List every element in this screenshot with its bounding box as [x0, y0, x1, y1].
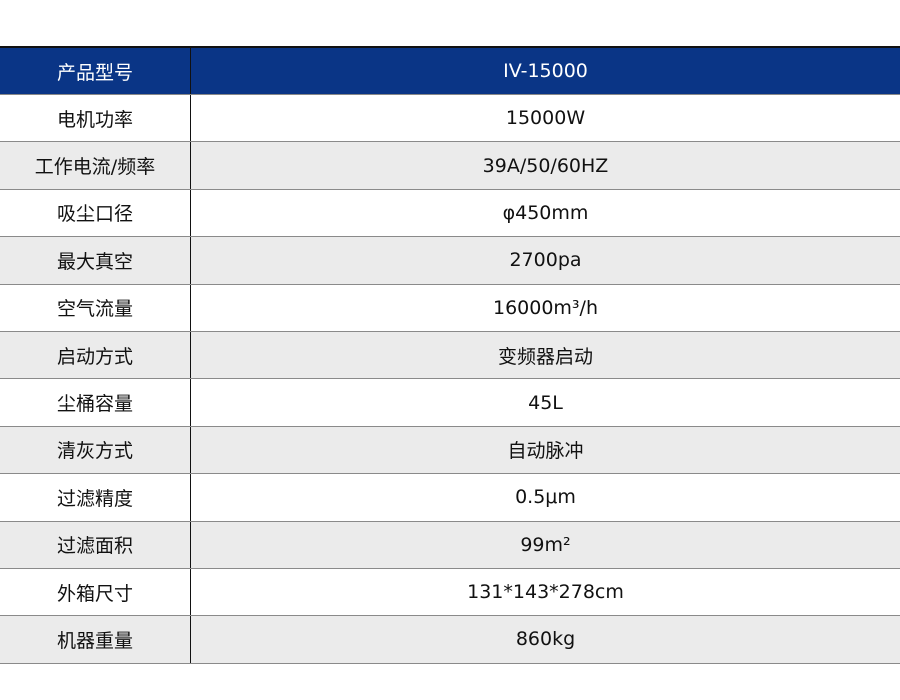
- row-label: 最大真空: [0, 236, 191, 285]
- row-label: 工作电流/频率: [0, 141, 191, 190]
- row-label: 过滤精度: [0, 473, 191, 522]
- row-label: 过滤面积: [0, 521, 191, 569]
- row-value: 39A/50/60HZ: [190, 141, 900, 190]
- row-value: 860kg: [190, 615, 900, 664]
- table-row: 过滤面积 99m²: [0, 521, 900, 569]
- row-label: 电机功率: [0, 94, 191, 143]
- table-row: 尘桶容量 45L: [0, 378, 900, 427]
- row-label: 外箱尺寸: [0, 568, 191, 617]
- table-row: 工作电流/频率 39A/50/60HZ: [0, 141, 900, 190]
- table-row: 启动方式 变频器启动: [0, 331, 900, 380]
- row-label: 清灰方式: [0, 426, 191, 475]
- row-value: 45L: [190, 378, 900, 427]
- spec-table: 产品型号 IV-15000 电机功率 15000W 工作电流/频率 39A/50/60…: [0, 46, 900, 664]
- row-label: 空气流量: [0, 284, 191, 332]
- row-value: 变频器启动: [190, 331, 900, 380]
- table-row: 外箱尺寸 131*143*278cm: [0, 568, 900, 617]
- row-value: 0.5μm: [190, 473, 900, 522]
- header-value: IV-15000: [190, 46, 900, 95]
- table-row: 空气流量 16000m³/h: [0, 284, 900, 332]
- table-header-row: 产品型号 IV-15000: [0, 46, 900, 95]
- row-label: 机器重量: [0, 615, 191, 664]
- table-row: 过滤精度 0.5μm: [0, 473, 900, 522]
- table-row: 电机功率 15000W: [0, 94, 900, 143]
- row-value: 自动脉冲: [190, 426, 900, 475]
- table-row: 清灰方式 自动脉冲: [0, 426, 900, 475]
- row-value: 15000W: [190, 94, 900, 143]
- row-label: 尘桶容量: [0, 378, 191, 427]
- row-label: 吸尘口径: [0, 189, 191, 238]
- table-row: 吸尘口径 φ450mm: [0, 189, 900, 238]
- table-row: 最大真空 2700pa: [0, 236, 900, 285]
- row-value: φ450mm: [190, 189, 900, 238]
- row-value: 99m²: [190, 521, 900, 569]
- row-value: 2700pa: [190, 236, 900, 285]
- row-value: 16000m³/h: [190, 284, 900, 332]
- table-row: 机器重量 860kg: [0, 615, 900, 664]
- row-label: 启动方式: [0, 331, 191, 380]
- header-label: 产品型号: [0, 46, 191, 95]
- row-value: 131*143*278cm: [190, 568, 900, 617]
